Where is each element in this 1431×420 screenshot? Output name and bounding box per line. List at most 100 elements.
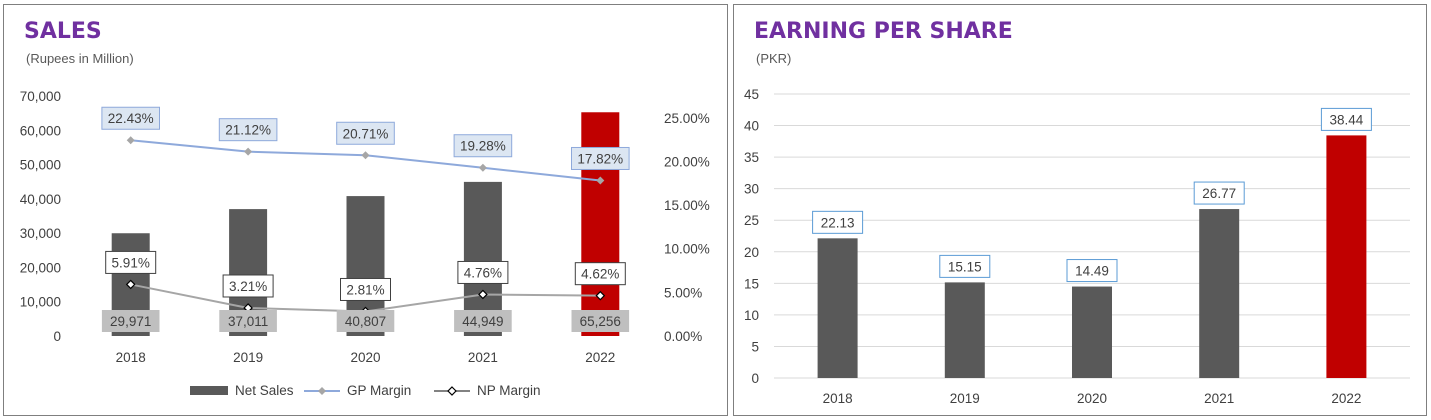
y-tick-label: 70,000 bbox=[20, 89, 61, 104]
eps-value-label: 38.44 bbox=[1330, 112, 1364, 127]
eps-chart-subtitle: (PKR) bbox=[756, 51, 791, 66]
legend-net-sales-label: Net Sales bbox=[235, 383, 294, 398]
y-tick-label: 20,000 bbox=[20, 260, 61, 275]
eps-value-label-box bbox=[1320, 107, 1372, 131]
y-tick-label: 10 bbox=[744, 308, 759, 323]
y2-tick-label: 15.00% bbox=[664, 198, 710, 213]
x-tick-label: 2019 bbox=[233, 350, 263, 365]
gp-margin-label-box bbox=[571, 146, 630, 170]
np-margin-point bbox=[125, 279, 136, 290]
gp-margin-label-box bbox=[101, 106, 160, 130]
y-tick-label: 50,000 bbox=[20, 158, 61, 173]
gp-margin-label: 17.82% bbox=[577, 151, 623, 166]
y-tick-label: 45 bbox=[744, 87, 759, 102]
net-sales-label: 40,807 bbox=[345, 314, 386, 329]
np-margin-label-box bbox=[574, 262, 626, 286]
gp-margin-label: 20.71% bbox=[343, 126, 389, 141]
y-tick-label: 40 bbox=[744, 119, 759, 134]
y-tick-label: 0 bbox=[53, 329, 61, 344]
net-sales-bar bbox=[581, 112, 620, 337]
net-sales-label: 65,256 bbox=[580, 314, 621, 329]
eps-value-label-box bbox=[939, 254, 991, 278]
eps-chart-title: EARNING PER SHARE bbox=[754, 19, 1013, 44]
np-margin-label: 2.81% bbox=[346, 282, 384, 297]
gp-margin-point bbox=[596, 176, 605, 185]
net-sales-label: 44,949 bbox=[462, 314, 503, 329]
y2-tick-label: 10.00% bbox=[664, 242, 710, 257]
np-margin-label: 4.62% bbox=[581, 267, 619, 282]
eps-bar bbox=[1072, 286, 1112, 378]
y-tick-label: 15 bbox=[744, 276, 759, 291]
np-margin-point bbox=[478, 289, 488, 300]
eps-chart-panel: EARNING PER SHARE (PKR) 0 5 10 15 20 25 30 35 40… bbox=[733, 4, 1427, 416]
gp-margin-point bbox=[244, 147, 253, 156]
x-tick-label: 2018 bbox=[823, 391, 853, 406]
y2-tick-label: 5.00% bbox=[664, 285, 702, 300]
y2-tick-label: 20.00% bbox=[664, 154, 710, 169]
gp-margin-point bbox=[478, 163, 487, 172]
np-margin-label-box bbox=[340, 277, 391, 301]
legend-net-sales-swatch bbox=[190, 386, 228, 395]
gp-margin-label-box bbox=[453, 134, 513, 158]
x-tick-label: 2021 bbox=[468, 350, 498, 365]
eps-value-label-box bbox=[1193, 181, 1245, 205]
y2-tick-label: 25.00% bbox=[664, 111, 710, 126]
net-sales-label: 29,971 bbox=[110, 314, 151, 329]
x-tick-label: 2020 bbox=[1077, 391, 1107, 406]
y-tick-label: 25 bbox=[744, 213, 759, 228]
net-sales-label-box bbox=[454, 310, 512, 332]
eps-bar bbox=[1199, 209, 1240, 378]
np-margin-label: 4.76% bbox=[464, 265, 502, 280]
net-sales-label: 37,011 bbox=[228, 314, 268, 329]
x-tick-label: 2021 bbox=[1204, 391, 1234, 406]
legend-np-label: NP Margin bbox=[477, 383, 541, 398]
np-margin-point bbox=[595, 290, 606, 301]
gp-margin-point bbox=[126, 136, 135, 145]
gp-margin-point bbox=[361, 151, 370, 160]
eps-value-label: 14.49 bbox=[1075, 264, 1109, 279]
eps-bar bbox=[1326, 135, 1367, 378]
gp-margin-label-box bbox=[336, 121, 395, 145]
legend-np-marker bbox=[447, 386, 457, 396]
eps-bar bbox=[944, 282, 985, 378]
sales-chart-panel: SALES (Rupees in Million) 0 10,000 20,000 3… bbox=[3, 4, 728, 416]
legend-gp-marker bbox=[318, 387, 326, 395]
np-margin-label-box bbox=[222, 274, 274, 298]
y-tick-label: 35 bbox=[744, 150, 759, 165]
net-sales-label-box bbox=[101, 310, 160, 332]
gp-margin-label: 22.43% bbox=[108, 111, 154, 126]
eps-value-label: 15.15 bbox=[948, 259, 982, 274]
x-tick-label: 2018 bbox=[116, 350, 146, 365]
np-margin-label-box bbox=[105, 250, 157, 274]
sales-chart: SALES (Rupees in Million) 0 10,000 20,000 3… bbox=[20, 19, 710, 398]
gp-margin-label: 19.28% bbox=[460, 139, 506, 154]
np-margin-label: 3.21% bbox=[229, 279, 267, 294]
x-tick-label: 2019 bbox=[950, 391, 980, 406]
y-tick-label: 40,000 bbox=[20, 192, 61, 207]
eps-value-label: 22.13 bbox=[821, 215, 855, 230]
np-margin-label-box bbox=[457, 260, 509, 284]
eps-value-label: 26.77 bbox=[1202, 186, 1236, 201]
y-tick-label: 60,000 bbox=[20, 123, 61, 138]
net-sales-label-box bbox=[219, 310, 277, 332]
y-tick-label: 5 bbox=[751, 339, 759, 354]
y-tick-label: 10,000 bbox=[20, 295, 61, 310]
y-tick-label: 30,000 bbox=[20, 226, 61, 241]
eps-value-label-box bbox=[1066, 259, 1118, 283]
eps-value-label-box bbox=[812, 210, 864, 234]
gp-margin-label-box bbox=[218, 118, 278, 142]
y-tick-label: 0 bbox=[751, 371, 759, 386]
y2-tick-label: 0.00% bbox=[664, 329, 702, 344]
x-tick-label: 2022 bbox=[585, 350, 615, 365]
eps-bar bbox=[817, 238, 858, 378]
legend-gp-label: GP Margin bbox=[347, 383, 411, 398]
y-tick-label: 20 bbox=[744, 245, 759, 260]
eps-chart: EARNING PER SHARE (PKR) 0 5 10 15 20 25 30 35 40… bbox=[744, 19, 1410, 406]
y-tick-label: 30 bbox=[744, 182, 759, 197]
gp-margin-label: 21.12% bbox=[225, 123, 271, 138]
gp-margin-line bbox=[130, 139, 601, 182]
sales-chart-title: SALES bbox=[24, 19, 102, 44]
net-sales-label-box bbox=[571, 310, 630, 332]
np-margin-label: 5.91% bbox=[112, 255, 150, 270]
x-tick-label: 2020 bbox=[350, 350, 380, 365]
